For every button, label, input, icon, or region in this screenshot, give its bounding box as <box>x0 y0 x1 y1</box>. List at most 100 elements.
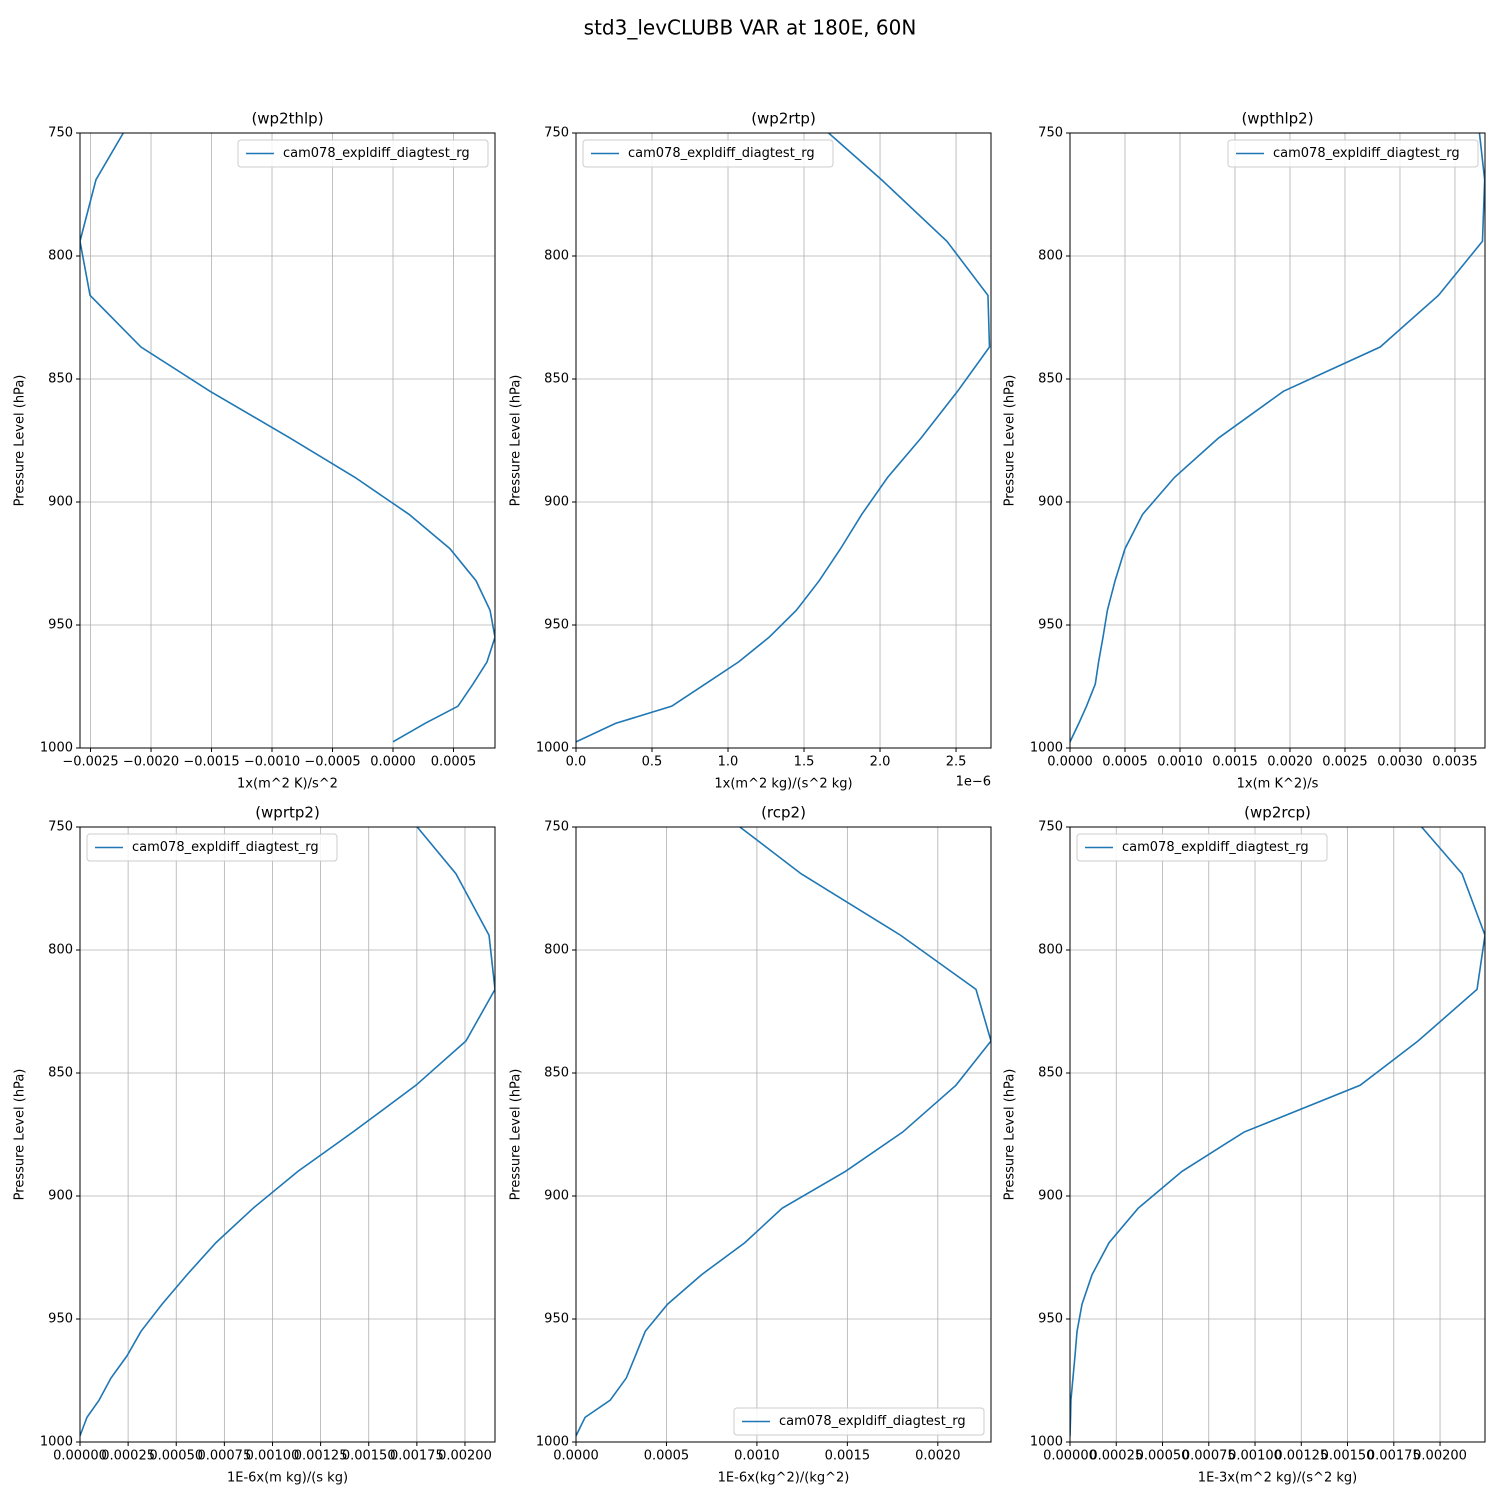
x-axis-label: 1x(m^2 kg)/(s^2 kg) <box>714 777 852 792</box>
x-tick-label: 2.5 <box>946 755 967 770</box>
y-tick-label: 800 <box>48 943 73 958</box>
x-tick-label: 0.00175 <box>390 1449 444 1464</box>
legend-box <box>86 833 338 862</box>
x-tick-label: −0.0015 <box>183 755 239 770</box>
x-tick-label: 0.00100 <box>246 1449 300 1464</box>
legend-box <box>582 139 834 168</box>
y-tick-label: 850 <box>48 372 73 387</box>
y-tick-label: 750 <box>48 126 73 141</box>
x-tick-label: 1.0 <box>718 755 739 770</box>
x-offset-label: 1e−6 <box>956 775 991 790</box>
x-tick-label: 0.00025 <box>101 1449 155 1464</box>
y-axis-label: Pressure Level (hPa) <box>13 375 28 507</box>
subplot-title: (wp2rcp) <box>1244 804 1311 822</box>
y-tick-label: 950 <box>544 618 569 633</box>
y-tick-label: 800 <box>1038 943 1063 958</box>
y-axis-label: Pressure Level (hPa) <box>1003 375 1018 507</box>
subplot-title: (wpthlp2) <box>1241 110 1313 128</box>
legend-label: cam078_expldiff_diagtest_rg <box>1122 840 1309 855</box>
y-tick-label: 800 <box>544 249 569 264</box>
x-tick-label: −0.0020 <box>123 755 179 770</box>
y-tick-label: 900 <box>1038 495 1063 510</box>
x-tick-label: 0.00050 <box>149 1449 203 1464</box>
x-tick-label: 0.00175 <box>1367 1449 1421 1464</box>
y-axis-label: Pressure Level (hPa) <box>509 1069 524 1201</box>
x-tick-label: −0.0005 <box>304 755 360 770</box>
subplot-title: (wp2rtp) <box>751 110 816 128</box>
axes-frame <box>79 826 496 1443</box>
y-tick-label: 1000 <box>40 741 73 756</box>
subplot: 0.0 0.5 1.0 1.5 2.0 2.5 750 800 850 900 950 1000 (wp… <box>509 110 992 792</box>
y-tick-label: 850 <box>544 1066 569 1081</box>
y-tick-label: 950 <box>48 1312 73 1327</box>
x-tick-label: −0.0025 <box>62 755 118 770</box>
x-tick-label: 0.0005 <box>1102 755 1148 770</box>
y-tick-label: 800 <box>544 943 569 958</box>
y-axis-label: Pressure Level (hPa) <box>509 375 524 507</box>
x-tick-label: 0.0020 <box>915 1449 961 1464</box>
legend-box <box>733 1407 985 1436</box>
y-tick-label: 800 <box>48 249 73 264</box>
axes-frame <box>1069 132 1486 749</box>
subplot: −0.0025 −0.0020 −0.0015 −0.0010 −0.0005 0.000… <box>13 110 496 792</box>
x-tick-label: 0.00000 <box>53 1449 107 1464</box>
y-tick-label: 800 <box>1038 249 1063 264</box>
x-axis-label: 1E-3x(m^2 kg)/(s^2 kg) <box>1198 1471 1357 1486</box>
x-axis-label: 1E-6x(kg^2)/(kg^2) <box>718 1471 850 1486</box>
y-tick-label: 1000 <box>1030 1435 1063 1450</box>
x-tick-label: −0.0010 <box>244 755 300 770</box>
x-tick-label: 0.0035 <box>1432 755 1478 770</box>
x-tick-label: 0.00200 <box>1413 1449 1467 1464</box>
x-axis-label: 1x(m^2 K)/s^2 <box>237 777 338 792</box>
x-tick-label: 0.0000 <box>1047 755 1093 770</box>
x-tick-label: 0.0025 <box>1322 755 1368 770</box>
x-tick-label: 0.00025 <box>1089 1449 1143 1464</box>
y-axis-label: Pressure Level (hPa) <box>13 1069 28 1201</box>
x-tick-label: 0.5 <box>642 755 663 770</box>
y-axis-label: Pressure Level (hPa) <box>1003 1069 1018 1201</box>
y-tick-label: 750 <box>1038 820 1063 835</box>
y-tick-label: 1000 <box>1030 741 1063 756</box>
x-tick-label: 0.0020 <box>1267 755 1313 770</box>
series-line <box>576 827 991 1437</box>
x-tick-label: 2.0 <box>870 755 891 770</box>
legend-box <box>1227 139 1479 168</box>
subplot: 0.0000 0.0005 0.0010 0.0015 0.0020 0.0025 0.00… <box>1003 110 1486 792</box>
axes-frame <box>575 132 992 749</box>
x-tick-label: 0.0 <box>566 755 587 770</box>
x-tick-label: 0.0015 <box>1212 755 1258 770</box>
y-tick-label: 850 <box>544 372 569 387</box>
x-tick-label: 0.00000 <box>1043 1449 1097 1464</box>
x-tick-label: 0.00075 <box>1182 1449 1236 1464</box>
legend-box <box>237 139 489 168</box>
y-tick-label: 1000 <box>536 1435 569 1450</box>
x-tick-label: 1.5 <box>794 755 815 770</box>
subplot-title: (rcp2) <box>761 804 806 822</box>
y-tick-label: 900 <box>48 1189 73 1204</box>
y-tick-label: 950 <box>48 618 73 633</box>
x-tick-label: 0.00075 <box>197 1449 251 1464</box>
subplot-title: (wprtp2) <box>255 804 320 822</box>
y-tick-label: 850 <box>48 1066 73 1081</box>
x-tick-label: 0.00100 <box>1228 1449 1282 1464</box>
x-tick-label: 0.0010 <box>1157 755 1203 770</box>
x-tick-label: 0.00125 <box>1274 1449 1328 1464</box>
y-tick-label: 850 <box>1038 372 1063 387</box>
figure-title: std3_levCLUBB VAR at 180E, 60N <box>584 16 917 40</box>
x-tick-label: 0.0000 <box>553 1449 599 1464</box>
x-tick-label: 0.0010 <box>734 1449 780 1464</box>
x-tick-label: 0.00200 <box>438 1449 492 1464</box>
x-tick-label: 0.00150 <box>1321 1449 1375 1464</box>
x-tick-label: 0.0005 <box>644 1449 690 1464</box>
y-tick-label: 950 <box>1038 1312 1063 1327</box>
x-tick-label: 0.0015 <box>825 1449 871 1464</box>
axes-frame <box>79 132 496 749</box>
legend-label: cam078_expldiff_diagtest_rg <box>1273 146 1460 161</box>
y-tick-label: 900 <box>48 495 73 510</box>
y-tick-label: 900 <box>544 1189 569 1204</box>
legend-label: cam078_expldiff_diagtest_rg <box>132 840 319 855</box>
series-line <box>1070 133 1485 743</box>
